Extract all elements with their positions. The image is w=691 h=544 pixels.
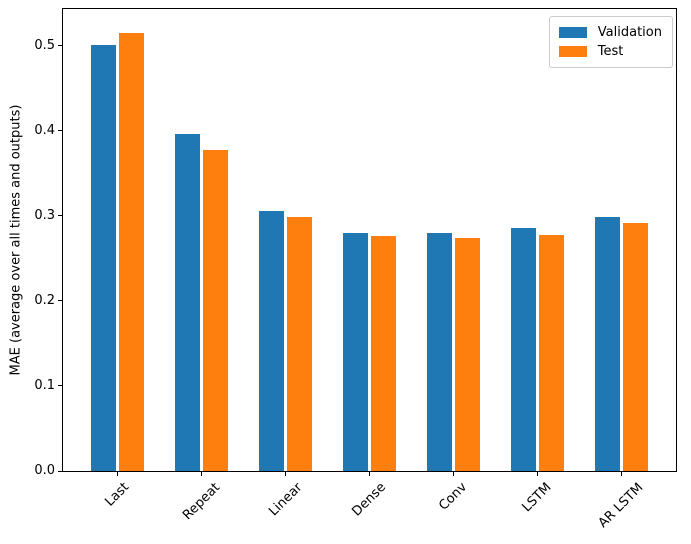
y-tick-mark bbox=[58, 470, 62, 472]
x-tick-mark bbox=[201, 472, 203, 476]
x-tick-label: Conv bbox=[436, 480, 471, 514]
y-tick-label: 0.5 bbox=[34, 37, 55, 53]
bar-validation-dense bbox=[342, 232, 368, 471]
x-tick-mark bbox=[536, 472, 538, 476]
x-tick-label: AR LSTM bbox=[595, 480, 647, 531]
bar-test-conv bbox=[455, 237, 481, 471]
x-tick-mark bbox=[369, 472, 370, 476]
bar-validation-linear bbox=[258, 210, 284, 471]
y-tick-label: 0.2 bbox=[34, 292, 55, 308]
x-tick-mark bbox=[620, 472, 622, 476]
y-tick-label: 0.4 bbox=[34, 122, 55, 138]
x-tick-mark bbox=[452, 472, 454, 476]
legend-swatch-test bbox=[558, 46, 587, 57]
y-tick-label: 0.3 bbox=[34, 207, 55, 223]
x-tick-label: Dense bbox=[349, 480, 389, 520]
legend-item-test: Test bbox=[558, 42, 662, 61]
bar-validation-ar-lstm bbox=[594, 217, 620, 471]
y-tick-mark bbox=[58, 385, 62, 387]
x-tick-label: Linear bbox=[265, 479, 305, 520]
y-tick-mark bbox=[58, 300, 62, 302]
bar-test-lstm bbox=[539, 235, 565, 471]
legend-swatch-validation bbox=[558, 27, 587, 38]
legend-item-validation: Validation bbox=[558, 23, 662, 42]
bar-validation-lstm bbox=[510, 227, 536, 471]
bar-test-linear bbox=[287, 216, 313, 471]
legend: Validation Test bbox=[548, 16, 673, 68]
x-tick-label: Last bbox=[102, 479, 133, 510]
bar-test-last bbox=[119, 32, 145, 471]
bar-validation-last bbox=[90, 44, 116, 471]
y-tick-mark bbox=[58, 130, 62, 132]
y-tick-mark bbox=[58, 45, 62, 47]
x-tick-label: Repeat bbox=[179, 480, 223, 524]
y-tick-mark bbox=[58, 215, 62, 217]
legend-label-test: Test bbox=[597, 43, 624, 59]
y-tick-label: 0.0 bbox=[34, 463, 55, 478]
x-tick-mark bbox=[285, 472, 287, 476]
y-tick-label: 0.1 bbox=[34, 377, 55, 393]
bar-validation-repeat bbox=[174, 134, 200, 471]
bar-test-dense bbox=[371, 236, 397, 471]
bar-test-repeat bbox=[203, 150, 229, 471]
x-tick-label: LSTM bbox=[519, 480, 555, 516]
x-tick-mark bbox=[117, 472, 119, 476]
plot-area: Validation Test 0.0 0.1 0.2 0.3 0.4 0.5 Last Re… bbox=[34, 8, 677, 531]
bar-validation-conv bbox=[426, 232, 452, 471]
bar-test-ar-lstm bbox=[623, 222, 649, 471]
y-axis-label: MAE (average over all times and outputs) bbox=[8, 104, 24, 376]
legend-label-validation: Validation bbox=[597, 24, 662, 40]
